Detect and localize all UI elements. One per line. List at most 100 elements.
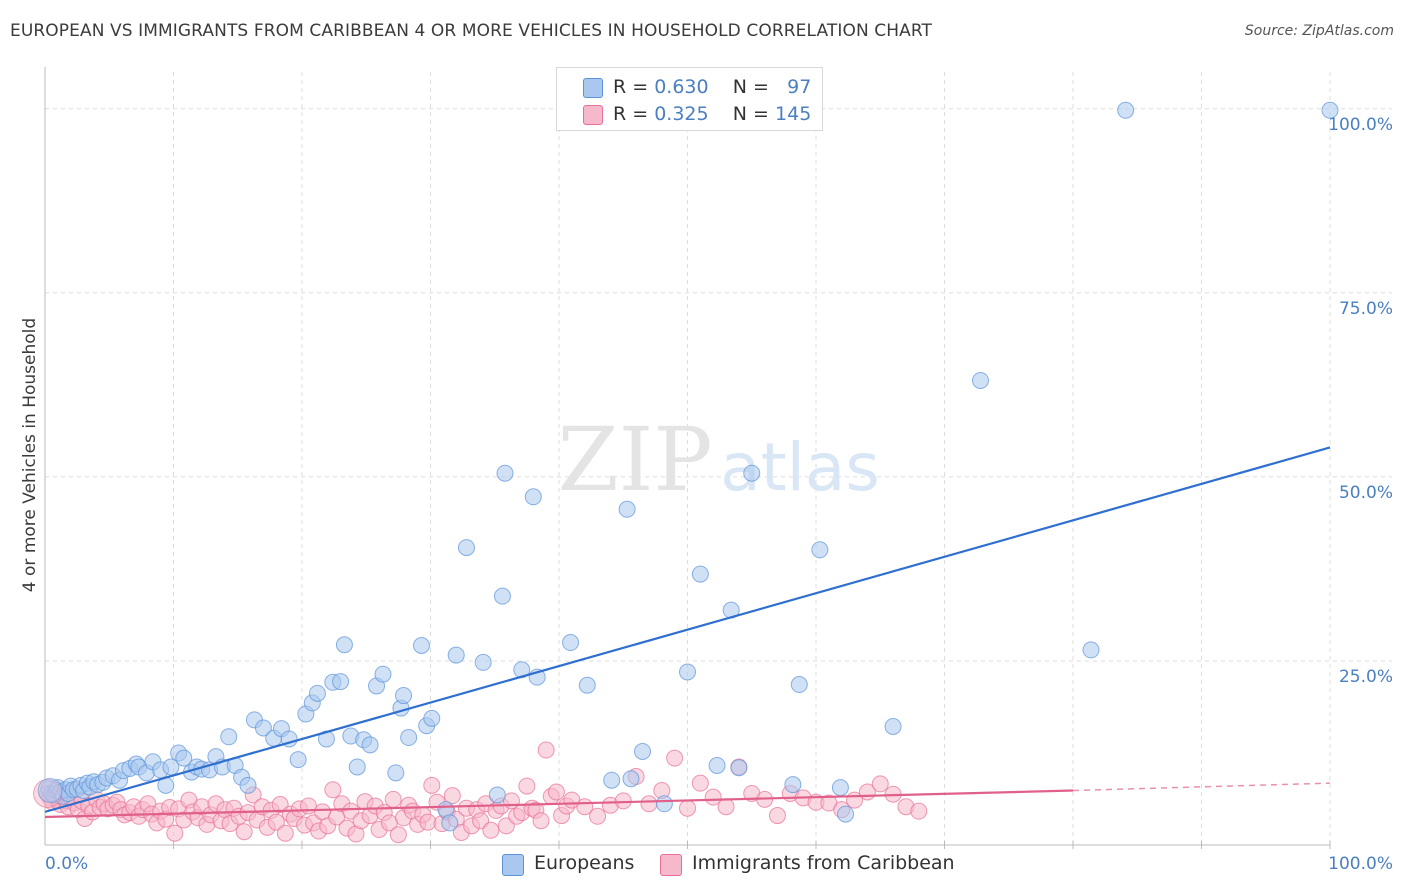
europeans-legend-swatch	[502, 854, 524, 876]
y-tick-label: 50.0%	[1339, 483, 1393, 503]
n-label: N =	[732, 103, 769, 125]
r-label: R =	[613, 76, 649, 98]
european-point	[488, 786, 506, 804]
european-point	[289, 751, 307, 769]
caribbean-point	[384, 790, 402, 808]
european-point	[562, 634, 580, 652]
watermark-atlas: atlas	[720, 429, 880, 506]
european-point	[423, 709, 441, 727]
caribbean-point	[166, 824, 184, 842]
european-point	[837, 805, 855, 823]
european-point	[790, 676, 808, 694]
european-point	[971, 371, 989, 389]
caribbean-point	[235, 823, 253, 841]
caribbean-point	[717, 798, 735, 816]
caribbean-trend-extension	[1072, 782, 1331, 792]
caribbean-point	[276, 824, 294, 842]
european-point	[784, 776, 802, 794]
european-point	[395, 687, 413, 705]
correlation-legend: R = 0.630 N = 97 R = 0.325 N = 145	[556, 67, 823, 131]
european-point	[447, 646, 465, 664]
y-tick-label: 100.0%	[1328, 115, 1393, 135]
european-point	[634, 743, 652, 761]
caribbean-point	[482, 821, 500, 839]
caribbean-point	[910, 802, 928, 820]
european-point	[335, 636, 353, 654]
caribbean-point	[768, 807, 786, 825]
caribbean-point	[679, 799, 696, 817]
european-point	[413, 636, 431, 654]
european-point	[884, 717, 902, 735]
caribbean-point	[691, 774, 709, 792]
caribbean-point	[532, 812, 550, 830]
european-point	[622, 770, 640, 788]
caribbean-point	[666, 749, 684, 767]
european-point	[474, 653, 492, 671]
european-point	[239, 776, 257, 794]
caribbean-point	[871, 775, 889, 793]
caribbean-swatch	[583, 105, 603, 125]
caribbean-point	[640, 795, 658, 813]
european-point	[162, 758, 180, 776]
caribbean-point	[518, 777, 536, 795]
european-point	[603, 771, 621, 789]
caribbean-point	[299, 797, 317, 815]
european-point	[400, 729, 418, 747]
caribbean-point	[389, 826, 407, 844]
europeans-trend-line	[44, 446, 1331, 813]
european-point	[441, 814, 459, 832]
european-point	[332, 673, 350, 691]
european-point	[374, 665, 392, 683]
european-point	[175, 749, 193, 767]
r-label: R =	[613, 103, 649, 125]
european-point	[524, 488, 542, 506]
y-tick-label: 75.0%	[1339, 299, 1393, 319]
european-point	[831, 779, 849, 797]
n-label: N =	[732, 76, 769, 98]
european-point	[1321, 101, 1339, 119]
european-point	[348, 758, 366, 776]
europeans-swatch	[583, 78, 603, 98]
watermark-zip: ZIP	[557, 408, 712, 511]
caribbean-point	[419, 813, 437, 831]
european-point	[691, 565, 709, 583]
caribbean-point	[547, 783, 565, 801]
x-tick-label: 0.0%	[45, 854, 88, 874]
r-value: 0.630	[654, 76, 709, 98]
european-point	[457, 539, 475, 557]
european-point	[811, 541, 829, 559]
caribbean-point	[443, 787, 461, 805]
y-axis-label: 4 or more Vehicles in Household	[20, 317, 40, 593]
european-point	[254, 719, 272, 737]
caribbean-legend-swatch	[660, 854, 682, 876]
european-point	[655, 795, 673, 813]
caribbean-point	[704, 788, 722, 806]
caribbean-trend-line	[44, 789, 1074, 819]
european-point	[493, 587, 511, 605]
european-point	[730, 759, 748, 777]
european-point	[743, 464, 761, 482]
chart-title: EUROPEAN VS IMMIGRANTS FROM CARIBBEAN 4 …	[10, 21, 933, 41]
european-point	[220, 728, 238, 746]
european-point	[618, 500, 636, 518]
caribbean-point	[537, 741, 555, 759]
r-value: 0.325	[654, 103, 709, 125]
caribbean-point	[614, 792, 632, 810]
european-point	[1082, 641, 1100, 659]
n-value: 145	[775, 103, 812, 125]
x-tick-label: 100.0%	[1328, 854, 1393, 874]
source-label: Source: ZipAtlas.com	[1244, 23, 1394, 39]
european-point	[578, 676, 596, 694]
european-point	[37, 778, 63, 804]
european-point	[496, 464, 514, 482]
european-point	[308, 684, 326, 702]
europeans-legend-label: Europeans	[534, 852, 635, 874]
european-point	[361, 736, 379, 754]
european-point	[387, 764, 405, 782]
caribbean-point	[589, 807, 607, 825]
european-point	[679, 663, 696, 681]
caribbean-point	[423, 776, 441, 794]
n-value: 97	[787, 76, 812, 98]
european-point	[708, 756, 726, 774]
